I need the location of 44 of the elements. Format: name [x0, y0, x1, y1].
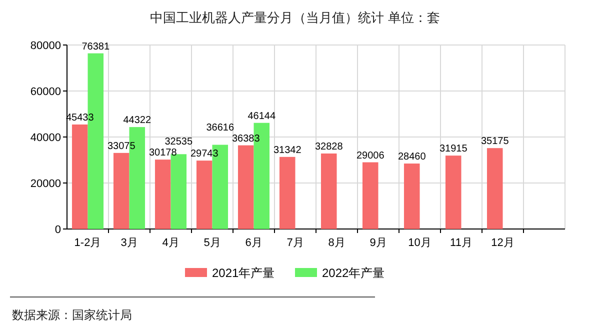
- bar: [404, 164, 420, 229]
- x-tick-label: 3月: [120, 237, 138, 249]
- bar: [154, 160, 171, 229]
- y-tick-label: 0: [54, 224, 61, 236]
- x-tick-label: 8月: [328, 237, 346, 249]
- data-label: 31342: [273, 144, 302, 156]
- x-tick-label: 5月: [204, 237, 221, 249]
- bar: [196, 160, 212, 229]
- x-tick-label: 11月: [450, 237, 472, 249]
- x-tick-label: 6月: [245, 237, 262, 249]
- x-tick-label: 4月: [162, 237, 180, 249]
- bar: [113, 152, 130, 229]
- bar: [320, 153, 337, 229]
- data-label: 32535: [164, 136, 193, 148]
- bar: [238, 145, 254, 229]
- x-tick-label: 1-2月: [74, 237, 102, 249]
- legend-label: 2021年产量: [212, 266, 275, 280]
- data-label: 30178: [148, 148, 178, 159]
- bar: [486, 148, 503, 229]
- legend-label: 2022年产量: [322, 266, 385, 280]
- y-tick-label: 20000: [30, 178, 61, 190]
- x-tick-label: 9月: [370, 237, 387, 249]
- data-label: 32828: [314, 141, 344, 152]
- y-tick-label: 40000: [30, 132, 61, 144]
- x-tick-label: 7月: [286, 237, 304, 249]
- bar: [72, 124, 88, 229]
- bar: [445, 156, 462, 229]
- x-tick-label: 12月: [491, 237, 514, 249]
- data-label: 28460: [398, 152, 426, 163]
- data-label: 46144: [248, 110, 276, 122]
- data-label: 31915: [439, 144, 468, 155]
- source-note: 数据来源：国家统计局: [12, 308, 132, 322]
- data-label: 76381: [82, 41, 110, 52]
- x-tick-label: 10月: [408, 237, 432, 249]
- chart-title: 中国工业机器人产量分月（当月值）统计 单位：套: [150, 10, 440, 25]
- bar: [362, 162, 378, 229]
- bar: [279, 156, 296, 229]
- data-label: 36616: [206, 122, 234, 134]
- data-label: 29006: [356, 150, 385, 162]
- y-tick-label: 80000: [30, 40, 61, 52]
- data-label: 35175: [480, 136, 510, 148]
- y-tick-label: 60000: [30, 86, 61, 98]
- data-label: 44322: [123, 115, 152, 126]
- bar: [170, 154, 187, 229]
